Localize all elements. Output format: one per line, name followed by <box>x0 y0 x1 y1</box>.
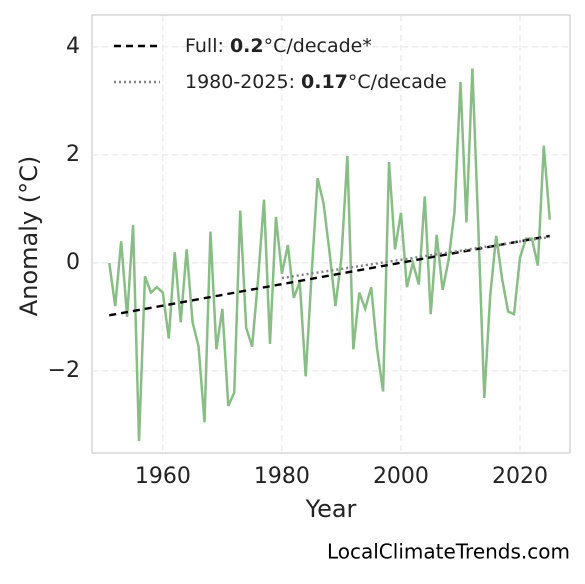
trend-line <box>281 235 550 280</box>
x-tick-label: 2020 <box>492 464 548 489</box>
x-axis-label: Year <box>305 495 357 523</box>
y-tick-label: 2 <box>66 142 80 167</box>
x-tick-label: 2000 <box>373 464 429 489</box>
legend-label: Full: 0.2°C/decade* <box>185 35 372 57</box>
y-axis-label: Anomaly (°C) <box>15 156 43 316</box>
legend-label: 1980-2025: 0.17°C/decade <box>185 71 447 93</box>
source: LocalClimateTrends.com <box>327 540 570 564</box>
x-tick-label: 1960 <box>135 464 191 489</box>
plot-frame <box>91 14 571 454</box>
y-tick-label: 4 <box>66 34 80 59</box>
y-tick-label: −2 <box>48 358 80 383</box>
x-tick-label: 1980 <box>254 464 310 489</box>
y-tick-label: 0 <box>66 250 80 275</box>
data-line <box>108 68 552 442</box>
